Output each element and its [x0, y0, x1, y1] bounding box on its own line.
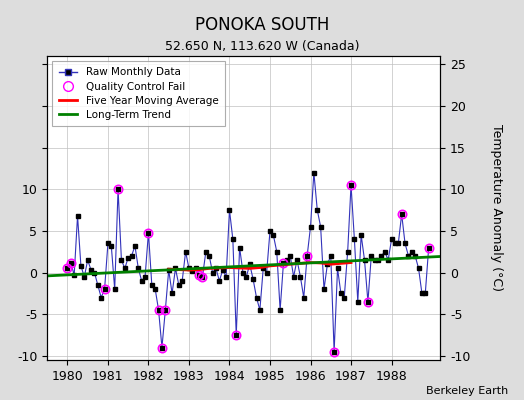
Legend: Raw Monthly Data, Quality Control Fail, Five Year Moving Average, Long-Term Tren: Raw Monthly Data, Quality Control Fail, …: [52, 61, 225, 126]
Y-axis label: Temperature Anomaly (°C): Temperature Anomaly (°C): [490, 124, 503, 292]
Text: 52.650 N, 113.620 W (Canada): 52.650 N, 113.620 W (Canada): [165, 40, 359, 53]
Text: PONOKA SOUTH: PONOKA SOUTH: [195, 16, 329, 34]
Text: Berkeley Earth: Berkeley Earth: [426, 386, 508, 396]
